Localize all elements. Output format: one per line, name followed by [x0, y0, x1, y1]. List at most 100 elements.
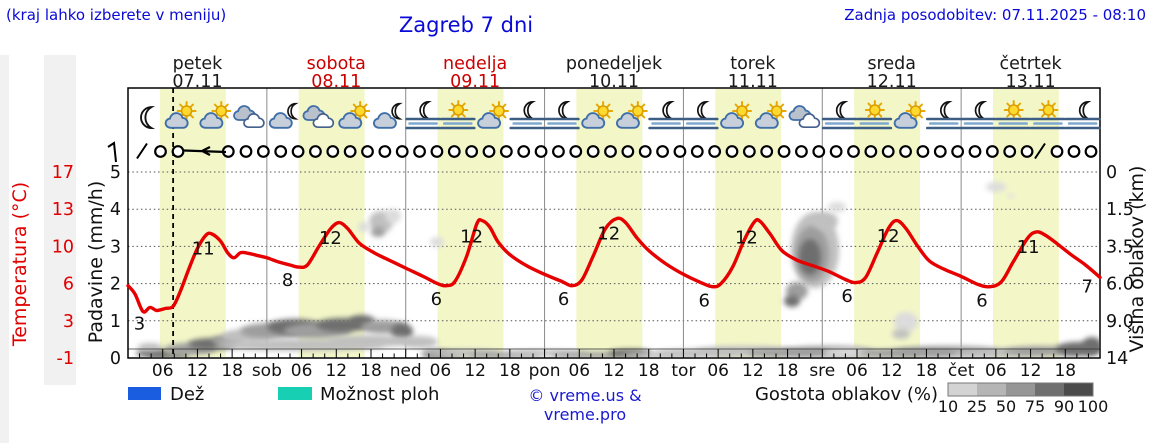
- moon-cloud-icon: [374, 104, 400, 128]
- cloud-blob: [327, 335, 417, 347]
- cloud-blob: [784, 295, 800, 307]
- wind-calm-circle: [621, 145, 635, 158]
- temp-ticks-strip: [44, 55, 76, 385]
- day-date: 08.11: [311, 72, 361, 92]
- x-day-label: tor: [671, 361, 695, 381]
- x-hour-label: 18: [777, 361, 799, 381]
- precip-tick-label: 5: [110, 163, 121, 183]
- cloud-blob: [430, 237, 444, 247]
- temp-tick-label: -1: [57, 349, 74, 369]
- density-segment: [1006, 383, 1035, 396]
- temp-tick-label: 3: [63, 312, 74, 332]
- temp-tick-label: 13: [52, 200, 74, 220]
- wind-calm-circle: [517, 145, 531, 158]
- temp-value-label: 11: [192, 238, 215, 259]
- plot-frame: [127, 87, 1101, 359]
- x-hour-label: 12: [1020, 361, 1042, 381]
- wind-calm-circle: [864, 145, 878, 158]
- wind-calm-circle: [171, 145, 185, 158]
- wind-calm-circle: [1084, 145, 1098, 158]
- wind-flag: [107, 141, 117, 163]
- cloud-tick-label: 14: [1106, 349, 1128, 369]
- day-date: 13.11: [1006, 72, 1056, 92]
- temp-tick-label: 6: [63, 275, 74, 295]
- daytime-band: [159, 89, 226, 357]
- temp-value-label: 12: [597, 224, 620, 245]
- wind-calm-circle: [760, 145, 774, 158]
- day-name: petek: [173, 54, 224, 74]
- precip-tick-label: 3: [110, 237, 121, 257]
- daytime-band: [437, 89, 504, 357]
- showers-legend-label: Možnost ploh: [320, 384, 440, 405]
- moon-fog-icon: [545, 102, 578, 128]
- day-date: 11.11: [728, 72, 778, 92]
- wind-calm-circle: [534, 145, 548, 158]
- density-segment: [948, 383, 977, 396]
- wind-calm-circle: [847, 145, 860, 158]
- wind-calm-circle: [1050, 145, 1064, 158]
- x-day-label: sre: [809, 361, 835, 381]
- copyright-link[interactable]: © vreme.us & vreme.pro: [528, 386, 642, 424]
- x-day-label: sob: [252, 361, 282, 381]
- x-hour-label: 06: [985, 361, 1007, 381]
- wind-calm-circle: [1003, 145, 1017, 158]
- cloud-blob: [1082, 337, 1099, 355]
- wind-calm-circle: [899, 145, 912, 158]
- x-hour-label: 06: [846, 361, 868, 381]
- wind-calm-circle: [569, 145, 583, 158]
- wind-calm-circle: [413, 145, 426, 158]
- wind-calm-circle: [690, 145, 704, 158]
- cloud-tick-label: 0: [1106, 163, 1117, 183]
- wind-calm-circle: [725, 145, 739, 158]
- cloud-blob: [358, 222, 370, 232]
- wind-calm-circle: [742, 145, 756, 158]
- precip-tick-label: 1: [110, 312, 121, 332]
- wind-calm-circle: [708, 145, 722, 158]
- day-name: sobota: [307, 54, 366, 74]
- x-hour-label: 06: [291, 361, 313, 381]
- day-date: 07.11: [172, 72, 222, 92]
- wind-calm-circle: [482, 145, 496, 158]
- wind-calm-circle: [951, 145, 965, 158]
- moon-icon: [141, 107, 152, 128]
- x-day-label: pon: [529, 361, 561, 381]
- temp-value-label: 6: [976, 290, 987, 311]
- daytime-band: [715, 89, 782, 357]
- wind-calm-circle: [378, 145, 392, 158]
- x-hour-label: 06: [430, 361, 452, 381]
- precip-tick-label: 4: [110, 200, 121, 220]
- cloud-tick-label: 3.5: [1106, 237, 1134, 257]
- wind-calm-circle: [239, 145, 253, 158]
- moon-fog-icon: [823, 102, 856, 128]
- x-hour-label: 18: [638, 361, 660, 381]
- wind-calm-circle: [968, 145, 982, 158]
- x-hour-label: 18: [499, 361, 521, 381]
- temp-value-label: 6: [431, 289, 442, 310]
- temp-value-label: 8: [282, 270, 293, 291]
- wind-calm-circle: [1067, 145, 1081, 158]
- clouds-icon: [234, 106, 264, 127]
- cloud-tick-label: 6.0: [1106, 275, 1134, 295]
- temp-value-label: 6: [558, 289, 569, 310]
- cloud-blob: [894, 312, 918, 332]
- wind-slash: [136, 142, 148, 160]
- wind-calm-circle: [1020, 145, 1034, 158]
- wind-calm-circle: [309, 145, 322, 158]
- wind-calm-circle: [447, 145, 461, 158]
- rain-legend-swatch: [128, 387, 161, 400]
- x-hour-label: 12: [187, 361, 209, 381]
- wind-calm-circle: [777, 145, 791, 158]
- wind-calm-circle: [933, 145, 947, 158]
- wind-calm-circle: [552, 145, 565, 158]
- temperature-curve: [126, 216, 1102, 314]
- page-title: Zagreb 7 dni: [398, 13, 534, 37]
- x-hour-label: 18: [221, 361, 243, 381]
- x-hour-label: 18: [360, 361, 382, 381]
- wind-calm-circle: [343, 145, 357, 158]
- x-hour-label: 06: [707, 361, 729, 381]
- x-day-label: čet: [948, 361, 975, 381]
- cloud-tick-label: 9.0: [1106, 312, 1134, 332]
- cloud-blob: [892, 329, 910, 339]
- cloud-blob: [371, 227, 385, 237]
